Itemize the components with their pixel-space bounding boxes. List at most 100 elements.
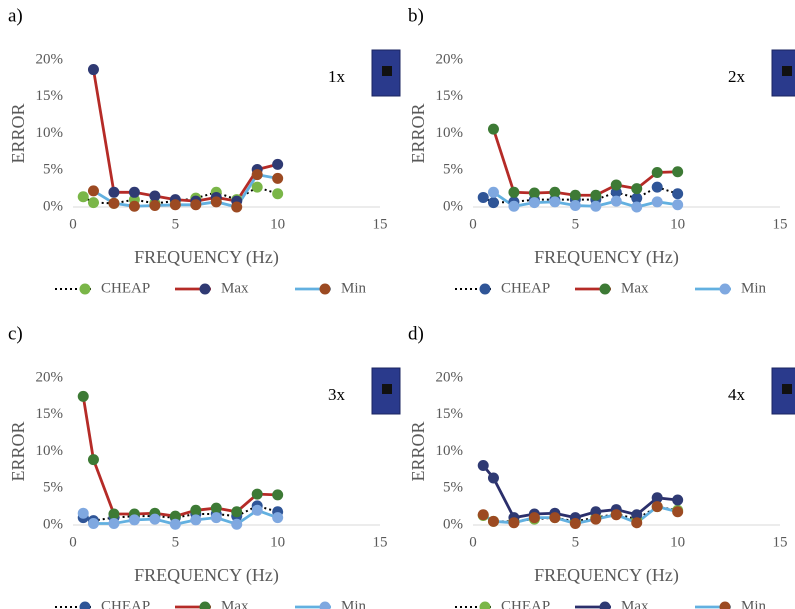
annotation: 1x (328, 67, 346, 86)
y-tick-label: 15% (36, 88, 64, 104)
data-point (251, 181, 263, 193)
data-point (272, 489, 284, 501)
legend-marker (319, 601, 331, 609)
data-point (149, 513, 161, 525)
series-line (492, 191, 678, 209)
sensor-chip (382, 384, 392, 394)
data-point (477, 191, 489, 203)
y-axis-title: ERROR (8, 103, 28, 163)
panel-label: c) (8, 323, 23, 344)
x-axis-title: FREQUENCY (Hz) (134, 565, 279, 586)
data-point (108, 518, 120, 530)
legend-marker (79, 601, 91, 609)
data-point (651, 501, 663, 513)
y-tick-label: 5% (443, 162, 463, 178)
chart-panel: d) 4x 0% 5% 10% 15% 20% 0 5 10 15 FREQUENCY (Hz) ERR… (408, 323, 795, 609)
data-point (569, 518, 581, 530)
data-point (149, 190, 161, 202)
data-point (672, 506, 684, 518)
legend-marker (599, 601, 611, 609)
data-point (77, 191, 89, 203)
data-point (549, 512, 561, 524)
data-point (651, 181, 663, 193)
data-point (508, 186, 520, 198)
series-line (92, 69, 279, 203)
legend-marker (79, 283, 91, 295)
data-point (251, 169, 263, 181)
data-point (651, 166, 663, 178)
data-point (190, 504, 202, 516)
legend-label: Max (621, 598, 649, 609)
data-point (487, 197, 499, 209)
data-point (77, 507, 89, 519)
data-point (272, 188, 284, 200)
sensor-chip (782, 66, 792, 76)
data-point (169, 510, 181, 522)
data-point (210, 512, 222, 524)
data-point (487, 515, 499, 527)
data-point (87, 185, 99, 197)
legend-marker (319, 283, 331, 295)
y-tick-label: 15% (436, 88, 464, 104)
x-tick-label: 5 (572, 216, 580, 232)
data-point (631, 509, 643, 521)
x-tick-label: 0 (469, 534, 477, 550)
data-point (231, 518, 243, 530)
sensor-chip (382, 66, 392, 76)
data-point (631, 201, 643, 213)
y-tick-label: 15% (36, 406, 64, 422)
x-tick-label: 10 (670, 216, 685, 232)
panel-label: a) (8, 5, 23, 26)
y-tick-label: 20% (436, 51, 464, 67)
x-tick-label: 5 (572, 534, 580, 550)
data-point (251, 488, 263, 500)
x-tick-label: 0 (469, 216, 477, 232)
data-point (477, 509, 489, 521)
annotation: 4x (728, 385, 746, 404)
sensor-chip (782, 384, 792, 394)
data-point (487, 123, 499, 135)
chart-panel: b) 2x 0% 5% 10% 15% 20% 0 5 10 15 FREQUENCY (Hz) ERR… (408, 5, 795, 296)
x-tick-label: 15 (373, 216, 388, 232)
x-axis-title: FREQUENCY (Hz) (134, 247, 279, 268)
y-tick-label: 0% (43, 198, 63, 214)
data-point (87, 518, 99, 530)
x-tick-label: 0 (69, 216, 77, 232)
legend-label: Max (621, 280, 649, 296)
y-tick-label: 5% (43, 480, 63, 496)
data-point (590, 513, 602, 525)
data-point (487, 186, 499, 198)
data-point (190, 514, 202, 526)
data-point (528, 197, 540, 209)
annotation: 3x (328, 385, 346, 404)
x-tick-label: 10 (670, 534, 685, 550)
legend-label: Min (741, 280, 767, 296)
legend-marker (719, 601, 731, 609)
legend-label: CHEAP (101, 598, 150, 609)
y-axis-title: ERROR (408, 103, 428, 163)
data-point (631, 517, 643, 529)
data-point (549, 186, 561, 198)
data-point (87, 197, 99, 209)
y-tick-label: 20% (36, 51, 64, 67)
data-point (128, 186, 140, 198)
y-tick-label: 5% (43, 162, 63, 178)
y-tick-label: 10% (36, 125, 64, 141)
data-point (190, 199, 202, 211)
legend-marker (599, 283, 611, 295)
data-point (651, 492, 663, 504)
data-point (672, 199, 684, 211)
legend-marker (479, 601, 491, 609)
legend-label: Min (341, 280, 367, 296)
data-point (672, 166, 684, 178)
x-axis-title: FREQUENCY (Hz) (534, 565, 679, 586)
data-point (108, 197, 120, 209)
data-point (631, 183, 643, 195)
legend-label: Max (221, 598, 249, 609)
data-point (272, 512, 284, 524)
data-point (169, 199, 181, 211)
data-point (610, 179, 622, 191)
chart-panel: a) 1x 0% 5% 10% 15% 20% 0 5 10 15 FREQUENCY (Hz) ERR… (8, 5, 401, 296)
series-line (92, 173, 278, 209)
legend-marker (199, 601, 211, 609)
